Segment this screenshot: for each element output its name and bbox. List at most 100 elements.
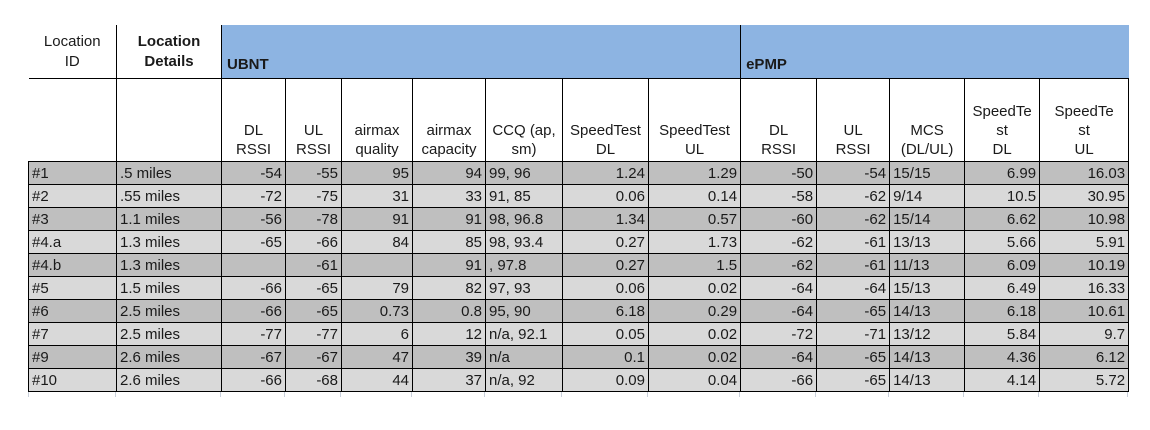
cell-ubnt-dl-rssi[interactable]: -65 xyxy=(221,230,286,254)
header-group-epmp[interactable]: ePMP xyxy=(740,25,1129,79)
cell-mcs[interactable]: 14/13 xyxy=(889,299,966,323)
col-header-ubnt-speedtest-dl[interactable]: SpeedTest DL xyxy=(562,78,649,162)
col-header-epmp-speedtest-ul[interactable]: SpeedTe st UL xyxy=(1039,78,1130,162)
cell-ubnt-dl-rssi[interactable]: -66 xyxy=(221,299,286,323)
sub-header-spacer-location-id[interactable] xyxy=(28,78,117,162)
cell-ubnt-ul-rssi[interactable]: -55 xyxy=(285,161,342,185)
cell-epmp-speedtest-ul[interactable]: 5.72 xyxy=(1039,368,1130,392)
cell-airmax-quality[interactable]: 44 xyxy=(341,368,413,392)
cell-airmax-quality[interactable]: 79 xyxy=(341,276,413,300)
cell-ubnt-speedtest-dl[interactable]: 1.24 xyxy=(562,161,649,185)
cell-epmp-ul-rssi[interactable]: -61 xyxy=(816,230,891,254)
cell-mcs[interactable]: 14/13 xyxy=(889,345,966,369)
cell-epmp-dl-rssi[interactable]: -64 xyxy=(740,276,818,300)
cell-airmax-capacity[interactable]: 91 xyxy=(412,207,486,231)
col-header-mcs[interactable]: MCS (DL/UL) xyxy=(889,78,966,162)
col-header-ubnt-dl-rssi[interactable]: DL RSSI xyxy=(221,78,286,162)
cell-epmp-ul-rssi[interactable]: -54 xyxy=(816,161,891,185)
col-header-ccq[interactable]: CCQ (ap, sm) xyxy=(485,78,563,162)
cell-mcs[interactable]: 15/14 xyxy=(889,207,966,231)
cell-epmp-speedtest-ul[interactable]: 6.12 xyxy=(1039,345,1130,369)
cell-ubnt-speedtest-dl[interactable]: 0.27 xyxy=(562,253,649,277)
cell-airmax-capacity[interactable]: 91 xyxy=(412,253,486,277)
cell-ccq[interactable]: 99, 96 xyxy=(485,161,563,185)
cell-ccq[interactable]: 98, 93.4 xyxy=(485,230,563,254)
sub-header-spacer-location-details[interactable] xyxy=(116,78,222,162)
cell-location-details[interactable]: 2.6 miles xyxy=(116,345,222,369)
cell-location-details[interactable]: 2.6 miles xyxy=(116,368,222,392)
cell-airmax-capacity[interactable]: 85 xyxy=(412,230,486,254)
cell-location-id[interactable]: #4.b xyxy=(28,253,117,277)
cell-airmax-quality[interactable]: 95 xyxy=(341,161,413,185)
cell-ubnt-ul-rssi[interactable]: -61 xyxy=(285,253,342,277)
cell-location-id[interactable]: #2 xyxy=(28,184,117,208)
cell-ubnt-speedtest-dl[interactable]: 0.09 xyxy=(562,368,649,392)
cell-ubnt-speedtest-ul[interactable]: 0.04 xyxy=(647,368,742,392)
cell-epmp-speedtest-ul[interactable]: 9.7 xyxy=(1039,322,1130,346)
cell-ubnt-ul-rssi[interactable]: -78 xyxy=(285,207,342,231)
cell-ubnt-speedtest-ul[interactable]: 0.14 xyxy=(647,184,742,208)
cell-location-details[interactable]: 1.3 miles xyxy=(116,230,222,254)
cell-location-id[interactable]: #1 xyxy=(28,161,117,185)
cell-ubnt-speedtest-dl[interactable]: 0.06 xyxy=(562,276,649,300)
cell-location-details[interactable]: 2.5 miles xyxy=(116,299,222,323)
cell-mcs[interactable]: 13/12 xyxy=(889,322,966,346)
cell-airmax-quality[interactable] xyxy=(341,253,413,277)
cell-epmp-dl-rssi[interactable]: -62 xyxy=(740,253,818,277)
cell-airmax-capacity[interactable]: 39 xyxy=(412,345,486,369)
cell-mcs[interactable]: 9/14 xyxy=(889,184,966,208)
cell-epmp-ul-rssi[interactable]: -62 xyxy=(816,184,891,208)
cell-location-details[interactable]: 1.3 miles xyxy=(116,253,222,277)
cell-ccq[interactable]: , 97.8 xyxy=(485,253,563,277)
cell-ubnt-dl-rssi[interactable]: -66 xyxy=(221,368,286,392)
cell-ubnt-speedtest-ul[interactable]: 1.73 xyxy=(647,230,742,254)
cell-epmp-ul-rssi[interactable]: -65 xyxy=(816,345,891,369)
cell-ccq[interactable]: 98, 96.8 xyxy=(485,207,563,231)
cell-epmp-ul-rssi[interactable]: -62 xyxy=(816,207,891,231)
cell-airmax-capacity[interactable]: 33 xyxy=(412,184,486,208)
cell-epmp-ul-rssi[interactable]: -65 xyxy=(816,368,891,392)
cell-epmp-speedtest-ul[interactable]: 16.33 xyxy=(1039,276,1130,300)
cell-ubnt-speedtest-ul[interactable]: 1.5 xyxy=(647,253,742,277)
cell-mcs[interactable]: 15/15 xyxy=(889,161,966,185)
cell-location-id[interactable]: #5 xyxy=(28,276,117,300)
cell-ubnt-ul-rssi[interactable]: -65 xyxy=(285,276,342,300)
cell-ccq[interactable]: 91, 85 xyxy=(485,184,563,208)
cell-ubnt-ul-rssi[interactable]: -65 xyxy=(285,299,342,323)
cell-epmp-dl-rssi[interactable]: -60 xyxy=(740,207,818,231)
col-header-epmp-speedtest-dl[interactable]: SpeedTe st DL xyxy=(964,78,1041,162)
cell-epmp-speedtest-dl[interactable]: 6.09 xyxy=(964,253,1041,277)
cell-airmax-capacity[interactable]: 82 xyxy=(412,276,486,300)
cell-ubnt-dl-rssi[interactable]: -77 xyxy=(221,322,286,346)
cell-ccq[interactable]: 97, 93 xyxy=(485,276,563,300)
cell-epmp-dl-rssi[interactable]: -66 xyxy=(740,368,818,392)
col-header-ubnt-speedtest-ul[interactable]: SpeedTest UL xyxy=(647,78,742,162)
cell-mcs[interactable]: 13/13 xyxy=(889,230,966,254)
cell-epmp-speedtest-dl[interactable]: 6.18 xyxy=(964,299,1041,323)
col-header-ubnt-ul-rssi[interactable]: UL RSSI xyxy=(285,78,342,162)
cell-ubnt-ul-rssi[interactable]: -68 xyxy=(285,368,342,392)
cell-location-id[interactable]: #7 xyxy=(28,322,117,346)
cell-epmp-speedtest-ul[interactable]: 10.98 xyxy=(1039,207,1130,231)
cell-ubnt-dl-rssi[interactable]: -72 xyxy=(221,184,286,208)
cell-ubnt-speedtest-dl[interactable]: 1.34 xyxy=(562,207,649,231)
cell-epmp-speedtest-dl[interactable]: 4.36 xyxy=(964,345,1041,369)
cell-location-details[interactable]: 1.5 miles xyxy=(116,276,222,300)
cell-ubnt-ul-rssi[interactable]: -75 xyxy=(285,184,342,208)
cell-ubnt-speedtest-ul[interactable]: 0.02 xyxy=(647,322,742,346)
cell-epmp-speedtest-dl[interactable]: 6.49 xyxy=(964,276,1041,300)
cell-epmp-dl-rssi[interactable]: -64 xyxy=(740,299,818,323)
cell-mcs[interactable]: 14/13 xyxy=(889,368,966,392)
cell-ubnt-speedtest-ul[interactable]: 0.57 xyxy=(647,207,742,231)
cell-ubnt-speedtest-ul[interactable]: 0.02 xyxy=(647,345,742,369)
cell-location-details[interactable]: .5 miles xyxy=(116,161,222,185)
cell-location-id[interactable]: #3 xyxy=(28,207,117,231)
cell-airmax-quality[interactable]: 47 xyxy=(341,345,413,369)
cell-ubnt-speedtest-ul[interactable]: 1.29 xyxy=(647,161,742,185)
cell-epmp-speedtest-ul[interactable]: 5.91 xyxy=(1039,230,1130,254)
cell-epmp-speedtest-dl[interactable]: 5.66 xyxy=(964,230,1041,254)
cell-epmp-speedtest-dl[interactable]: 4.14 xyxy=(964,368,1041,392)
cell-airmax-quality[interactable]: 31 xyxy=(341,184,413,208)
cell-airmax-capacity[interactable]: 0.8 xyxy=(412,299,486,323)
cell-ubnt-dl-rssi[interactable]: -66 xyxy=(221,276,286,300)
